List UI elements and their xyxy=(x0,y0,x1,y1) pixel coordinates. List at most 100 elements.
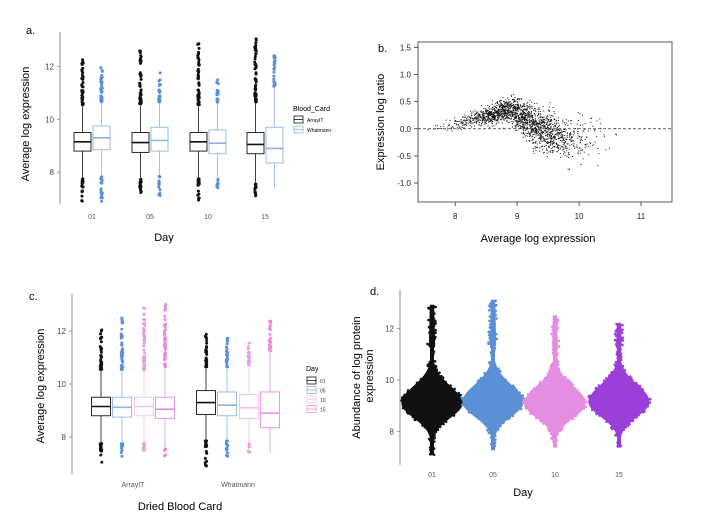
panel-a-box-arrayit-10-outlier xyxy=(197,42,201,46)
panel-b-point xyxy=(562,135,564,137)
panel-d-point-day-10 xyxy=(524,406,528,410)
panel-b-point xyxy=(564,137,566,139)
panel-d-point-day-10 xyxy=(543,376,547,380)
panel-c-box-day01-arrayit-outlier xyxy=(98,367,102,371)
panel-b-point xyxy=(568,120,570,122)
panel-b-frame xyxy=(417,41,673,203)
panel-b-point xyxy=(531,122,533,124)
panel-b-point xyxy=(503,127,505,129)
panel-b-point xyxy=(503,113,505,115)
panel-d-point-day-10 xyxy=(584,405,588,409)
panel-b-point xyxy=(551,138,553,140)
panel-c-box-day05-whatmann-outlier xyxy=(226,350,230,354)
panel-b-point xyxy=(513,94,515,96)
panel-b-point xyxy=(562,143,564,145)
panel-b-point xyxy=(544,126,546,128)
panel-b-point xyxy=(552,130,554,132)
panel-d-point-day-15 xyxy=(628,375,632,378)
panel-b-point xyxy=(507,111,509,113)
panel-b-point xyxy=(508,111,510,113)
panel-b-point xyxy=(526,128,528,130)
panel-b-point xyxy=(503,114,505,116)
panel-b-point xyxy=(536,147,538,149)
panel-d-point-day-10 xyxy=(530,389,533,393)
panel-b-point xyxy=(489,117,491,119)
panel-d-point-day-05 xyxy=(511,414,515,418)
panel-b-point xyxy=(516,116,518,118)
panel-b-point xyxy=(542,119,544,121)
panel-b-point xyxy=(479,121,481,123)
panel-b-point xyxy=(519,114,521,116)
panel-b-point xyxy=(469,119,471,121)
panel-b-point xyxy=(476,112,478,114)
panel-b-point xyxy=(549,102,551,104)
panel-b-point xyxy=(564,128,566,130)
panel-b-point xyxy=(579,140,581,142)
panel-a-box-arrayit-10-outlier xyxy=(197,192,201,196)
panel-b-point xyxy=(522,126,524,128)
panel-d-point-day-05 xyxy=(483,371,486,375)
panel-b-point xyxy=(529,135,531,137)
panel-b-point xyxy=(506,115,508,117)
panel-b-point xyxy=(511,116,513,118)
panel-b-point xyxy=(504,107,506,109)
panel-a-box-whatmann-10-box xyxy=(208,129,227,155)
panel-b-point xyxy=(522,136,524,138)
panel-c-box-day01-whatmann-outlier xyxy=(203,456,207,460)
panel-b-point xyxy=(527,128,529,130)
panel-d-point-day-05 xyxy=(494,299,497,303)
panel-b-point xyxy=(548,146,550,148)
panel-b-point xyxy=(502,113,504,115)
panel-b-point xyxy=(547,133,549,135)
panel-b-point xyxy=(448,124,450,126)
panel-d-point-day-15 xyxy=(615,322,618,326)
panel-d-point-day-10 xyxy=(550,332,553,336)
panel-b-point xyxy=(525,129,527,131)
panel-b-point xyxy=(519,122,521,124)
panel-b-point xyxy=(462,122,464,124)
panel-b-point xyxy=(534,124,536,126)
panel-b-point xyxy=(568,154,570,156)
panel-b-point xyxy=(556,129,558,131)
panel-b-point xyxy=(533,130,535,132)
panel-d-y-label: Abundance of log protein expression xyxy=(351,313,376,438)
panel-d-y-label-line-2: expression xyxy=(364,349,376,402)
panel-b-point xyxy=(556,133,558,135)
panel-b-point xyxy=(510,103,512,105)
panel-b-point xyxy=(567,168,569,170)
panel-b-point xyxy=(493,116,495,118)
panel-c-box-day15-arrayit-outlier xyxy=(164,307,168,311)
panel-d-point-day-05 xyxy=(486,429,489,432)
panel-b-point xyxy=(531,116,533,118)
panel-d-point-day-10 xyxy=(522,401,525,405)
panel-b-point xyxy=(492,109,494,111)
panel-d-point-day-01 xyxy=(453,387,456,391)
panel-b-point xyxy=(460,126,462,128)
panel-b-point xyxy=(531,128,533,130)
panel-b-point xyxy=(514,113,516,115)
panel-c-box-day15-whatmann-outlier xyxy=(267,339,271,343)
panel-b-point xyxy=(452,125,454,127)
panel-b-point xyxy=(505,105,507,107)
panel-c-box-day10-whatmann-outlier xyxy=(246,355,250,359)
panel-d-point-day-01 xyxy=(429,441,433,445)
panel-b-point xyxy=(500,114,502,116)
panel-c-legend-label-01: 01 xyxy=(320,379,326,385)
panel-b-point xyxy=(551,143,553,145)
panel-d-point-day-15 xyxy=(616,350,619,354)
panel-b-point xyxy=(599,130,601,132)
panel-b-point xyxy=(555,120,557,122)
panel-b-point xyxy=(513,119,515,121)
panel-a-label: a. xyxy=(26,25,35,37)
panel-b-point xyxy=(529,104,531,106)
panel-b-point xyxy=(480,123,482,125)
panel-b-point xyxy=(520,132,522,134)
panel-b-point xyxy=(522,122,524,124)
panel-b-point xyxy=(538,129,540,131)
panel-b-point xyxy=(475,113,477,115)
panel-b-point xyxy=(497,114,499,116)
panel-d-point-day-01 xyxy=(438,371,441,374)
panel-b-point xyxy=(521,114,523,116)
panel-b-point xyxy=(538,108,540,110)
panel-b-point xyxy=(504,112,506,114)
